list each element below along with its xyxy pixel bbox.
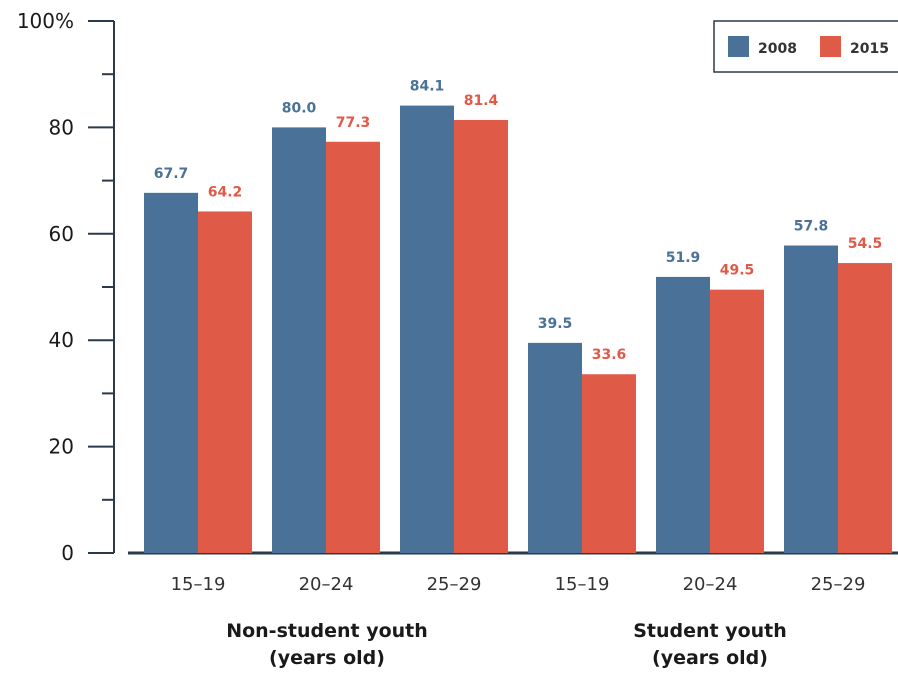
bar-2015 xyxy=(326,141,380,553)
bar-2015 xyxy=(710,289,764,553)
data-label-2015: 77.3 xyxy=(336,115,371,131)
data-label-2008: 67.7 xyxy=(154,166,189,182)
bar-2008 xyxy=(144,192,198,553)
group-label-student: Student youth xyxy=(633,620,787,642)
legend-swatch-2008 xyxy=(728,36,749,57)
y-tick-label: 60 xyxy=(49,222,74,246)
x-tick-label: 15–19 xyxy=(555,574,610,595)
bar-2008 xyxy=(528,342,582,553)
bar-2015 xyxy=(454,119,508,554)
bars-layer xyxy=(144,105,892,554)
data-label-2008: 39.5 xyxy=(538,316,573,332)
x-tick-label: 25–29 xyxy=(427,574,482,595)
data-label-2015: 81.4 xyxy=(464,93,499,109)
group-label-student-unit: (years old) xyxy=(652,647,768,669)
group-label-non-student: Non-student youth xyxy=(226,620,428,642)
bar-2015 xyxy=(582,374,636,553)
data-label-2015: 54.5 xyxy=(848,236,883,252)
group-label-non-student-unit: (years old) xyxy=(269,647,385,669)
group-labels: Non-student youth (years old) Student yo… xyxy=(226,620,787,669)
labels-layer: 67.7 64.2 15–19 80.0 77.3 20–24 84.1 81.4 25–29 3… xyxy=(154,79,883,595)
data-label-2008: 80.0 xyxy=(282,100,317,116)
y-tick-label: 80 xyxy=(49,115,74,139)
y-tick-label: 0 xyxy=(61,541,74,565)
legend: 2008 2015 xyxy=(713,20,898,73)
data-label-2015: 33.6 xyxy=(592,347,627,363)
data-label-2008: 51.9 xyxy=(666,250,701,266)
bar-2015 xyxy=(198,211,252,553)
axis-layer: 0 20 40 60 80 100% xyxy=(17,9,898,565)
bar-2008 xyxy=(400,105,454,553)
x-tick-label: 20–24 xyxy=(683,574,738,595)
legend-label-2008: 2008 xyxy=(758,41,797,57)
data-label-2015: 64.2 xyxy=(208,184,243,200)
legend-swatch-2015 xyxy=(820,36,841,57)
bar-2008 xyxy=(272,127,326,554)
x-tick-label: 25–29 xyxy=(811,574,866,595)
y-tick-label: 40 xyxy=(49,328,74,352)
y-tick-label: 20 xyxy=(49,435,74,459)
data-label-2008: 57.8 xyxy=(794,219,829,235)
x-tick-label: 15–19 xyxy=(171,574,226,595)
x-tick-label: 20–24 xyxy=(299,574,354,595)
data-label-2015: 49.5 xyxy=(720,263,755,279)
bar-2008 xyxy=(656,276,710,553)
data-label-2008: 84.1 xyxy=(410,79,445,95)
y-tick-label: 100% xyxy=(17,9,74,33)
bar-2008 xyxy=(784,245,838,553)
legend-label-2015: 2015 xyxy=(850,41,889,57)
bar-2015 xyxy=(838,263,892,553)
